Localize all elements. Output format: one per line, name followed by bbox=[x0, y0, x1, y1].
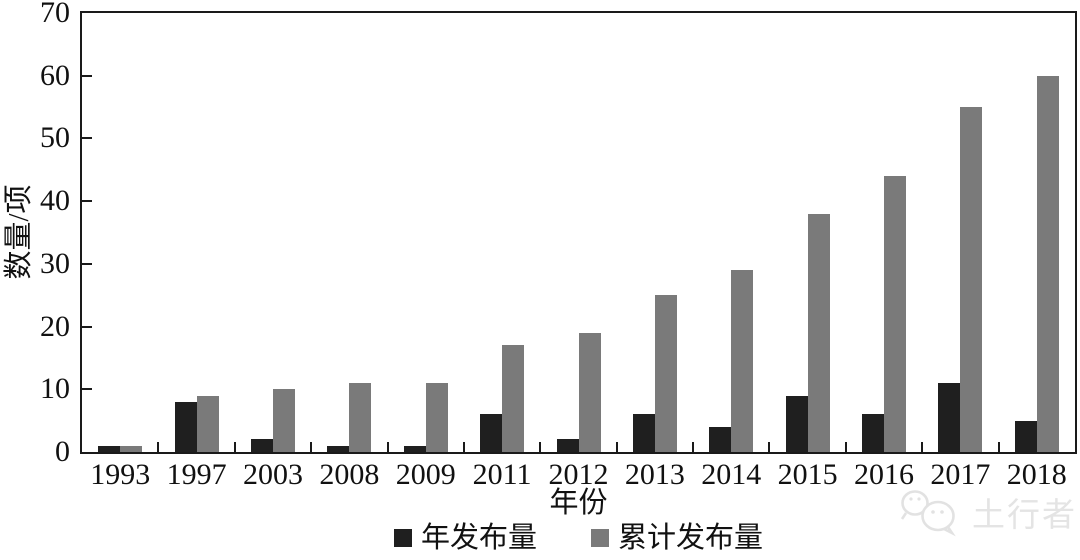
x-tick-boundary-2 bbox=[233, 442, 236, 452]
y-tick-60 bbox=[82, 74, 92, 77]
y-tick-label-50: 50 bbox=[40, 121, 70, 155]
x-tick-boundary-1 bbox=[157, 442, 160, 452]
bar-annual-2009 bbox=[403, 445, 426, 452]
x-tick-label-2011: 2011 bbox=[472, 458, 532, 491]
bar-cumulative-2008 bbox=[349, 383, 372, 452]
x-tick-label-1997: 1997 bbox=[166, 458, 227, 491]
bar-annual-2018 bbox=[1014, 420, 1037, 452]
x-tick-label-2003: 2003 bbox=[242, 458, 303, 491]
x-tick-boundary-6 bbox=[539, 442, 542, 452]
x-tick-boundary-9 bbox=[768, 442, 771, 452]
x-tick-label-2017: 2017 bbox=[930, 458, 991, 491]
bar-cumulative-2011 bbox=[502, 345, 525, 452]
x-tick-boundary-12 bbox=[997, 442, 1000, 452]
bar-annual-2012 bbox=[556, 439, 579, 452]
x-tick-label-2013: 2013 bbox=[624, 458, 685, 491]
bar-cumulative-2014 bbox=[731, 270, 754, 452]
bar-cumulative-2016 bbox=[884, 176, 907, 452]
x-tick-label-1993: 1993 bbox=[90, 458, 151, 491]
bar-cumulative-2017 bbox=[960, 107, 983, 452]
bar-cumulative-1993 bbox=[120, 445, 143, 452]
bar-annual-2015 bbox=[785, 395, 808, 452]
x-tick-boundary-10 bbox=[844, 442, 847, 452]
legend-label-annual: 年发布量 bbox=[420, 522, 537, 554]
bar-annual-2003 bbox=[250, 439, 273, 452]
bar-annual-2017 bbox=[938, 383, 961, 452]
y-tick-label-40: 40 bbox=[40, 184, 70, 218]
y-tick-50 bbox=[82, 137, 92, 140]
x-tick-boundary-4 bbox=[386, 442, 389, 452]
y-tick-label-70: 70 bbox=[40, 0, 70, 29]
bar-annual-1993 bbox=[98, 445, 121, 452]
plot-area bbox=[80, 11, 1077, 454]
x-tick-label-2008: 2008 bbox=[319, 458, 380, 491]
y-tick-label-0: 0 bbox=[55, 435, 70, 468]
y-tick-10 bbox=[82, 388, 92, 391]
bar-cumulative-2009 bbox=[425, 383, 448, 452]
x-tick-label-2014: 2014 bbox=[701, 458, 762, 491]
bar-cumulative-1997 bbox=[196, 395, 219, 452]
y-tick-30 bbox=[82, 262, 92, 265]
y-tick-label-10: 10 bbox=[40, 372, 70, 406]
legend-swatch-annual bbox=[393, 529, 412, 547]
y-tick-20 bbox=[82, 325, 92, 328]
x-tick-boundary-11 bbox=[921, 442, 924, 452]
x-tick-label-2012: 2012 bbox=[548, 458, 609, 491]
bar-cumulative-2003 bbox=[272, 389, 295, 452]
bar-annual-2016 bbox=[862, 414, 885, 452]
y-tick-label-30: 30 bbox=[40, 246, 70, 280]
watermark-text: 土行者 bbox=[972, 498, 1077, 534]
legend-swatch-cumulative bbox=[591, 529, 609, 547]
x-axis-title: 年份 bbox=[549, 487, 608, 519]
x-tick-boundary-5 bbox=[462, 442, 465, 452]
legend-item-cumulative: 累计发布量 bbox=[591, 522, 764, 554]
x-tick-label-2015: 2015 bbox=[777, 458, 838, 491]
bar-annual-2011 bbox=[480, 414, 503, 452]
x-tick-boundary-7 bbox=[615, 442, 618, 452]
bar-annual-2013 bbox=[632, 414, 655, 452]
bar-cumulative-2015 bbox=[807, 213, 830, 452]
bar-annual-1997 bbox=[174, 401, 197, 452]
legend-item-annual: 年发布量 bbox=[393, 522, 537, 554]
y-tick-label-60: 60 bbox=[40, 58, 70, 92]
y-tick-40 bbox=[82, 200, 92, 203]
x-tick-boundary-8 bbox=[692, 442, 695, 452]
bar-cumulative-2018 bbox=[1036, 75, 1059, 452]
bar-cumulative-2012 bbox=[578, 332, 601, 452]
bar-annual-2014 bbox=[709, 426, 732, 452]
bar-annual-2008 bbox=[327, 445, 350, 452]
legend: 年发布量 累计发布量 bbox=[82, 522, 1075, 554]
wechat-icon bbox=[900, 490, 956, 537]
y-tick-label-20: 20 bbox=[40, 309, 70, 343]
x-tick-label-2009: 2009 bbox=[395, 458, 456, 491]
legend-label-cumulative: 累计发布量 bbox=[618, 522, 764, 554]
bar-cumulative-2013 bbox=[654, 295, 677, 452]
x-tick-label-2018: 2018 bbox=[1006, 458, 1067, 491]
watermark: 土行者 bbox=[892, 486, 1077, 538]
x-tick-boundary-3 bbox=[310, 442, 313, 452]
x-tick-label-2016: 2016 bbox=[854, 458, 915, 491]
y-axis-title: 数量/项 bbox=[3, 184, 35, 280]
